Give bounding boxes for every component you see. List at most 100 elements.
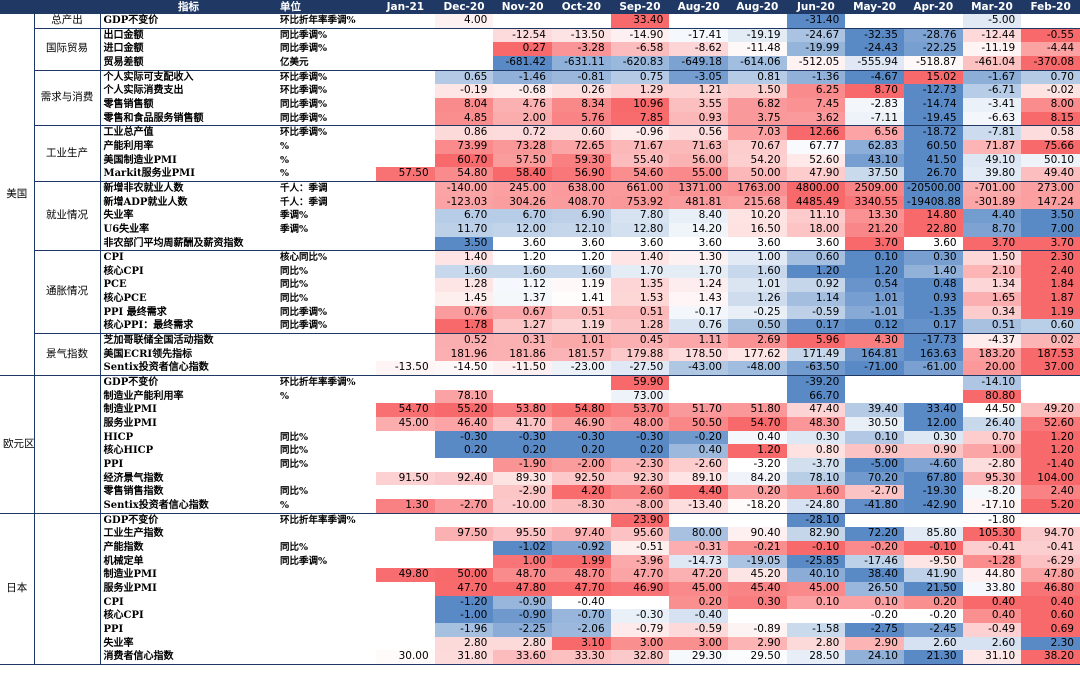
value-cell: -631.11 [551, 55, 611, 71]
value-cell: 24.10 [845, 650, 904, 665]
unit-cell [277, 609, 376, 623]
value-cell: 1.20 [1021, 430, 1080, 445]
value-cell: 0.10 [786, 595, 846, 610]
unit-cell: 季调% [280, 223, 309, 235]
value-cell: -1.58 [786, 622, 846, 637]
value-cell: 0.58 [1021, 125, 1080, 140]
value-cell: 6.70 [493, 209, 552, 223]
value-cell [434, 42, 494, 56]
value-cell: 2.90 [845, 636, 904, 651]
value-cell: -14.74 [903, 97, 963, 112]
unit-cell [277, 348, 376, 362]
value-cell [376, 595, 435, 610]
table-row: 产能利用率% 73.99 73.28 72.65 71.67 71.63 70.67 67.7… [0, 139, 1080, 154]
value-cell [434, 513, 494, 528]
value-cell: -0.40 [669, 609, 728, 623]
value-cell: 51.80 [727, 403, 787, 418]
value-cell [376, 250, 435, 265]
value-cell: -2.90 [493, 485, 552, 499]
value-cell: 0.54 [845, 278, 904, 293]
value-cell: 47.80 [1021, 568, 1080, 582]
value-cell: -12.73 [903, 84, 963, 98]
value-cell: -518.87 [903, 55, 963, 71]
value-cell: -1.02 [493, 540, 552, 555]
value-cell: -8.30 [551, 498, 611, 514]
table-row: 新增ADP就业人数 千人：季调 -123.03 304.26 408.70 753.92 4… [0, 195, 1080, 210]
value-cell: 26.40 [962, 417, 1022, 431]
table-row: 非农部门平均周薪酬及薪资指数 3.50 3.60 3.60 3.60 3.60 3.60 3.… [0, 236, 1080, 252]
value-cell: 3.60 [669, 236, 728, 252]
header-month: Mar-20 [962, 0, 1022, 14]
value-cell: 70.67 [727, 139, 787, 154]
unit-cell: 环比季调% [280, 127, 328, 139]
value-cell: -0.96 [610, 125, 670, 140]
value-cell: 39.80 [962, 167, 1022, 182]
value-cell: 43.10 [845, 153, 904, 168]
value-cell: -43.00 [669, 361, 728, 377]
value-cell: -2.30 [610, 458, 670, 472]
header-month: Feb-20 [1021, 0, 1080, 14]
value-cell: 56.90 [551, 167, 611, 182]
indicator-name: 零售和食品服务销售额 [100, 111, 278, 127]
value-cell: 8.15 [1021, 111, 1080, 127]
value-cell: 0.20 [727, 485, 787, 499]
value-cell: 0.20 [493, 444, 552, 458]
value-cell: 179.88 [610, 347, 670, 362]
value-cell: -9.50 [903, 554, 963, 569]
value-cell: 181.57 [551, 347, 611, 362]
value-cell: -13.50 [551, 28, 611, 43]
value-cell: -2.75 [845, 622, 904, 637]
value-cell: 0.17 [903, 319, 963, 335]
value-cell: -461.04 [962, 55, 1022, 71]
unit-cell [277, 582, 376, 596]
value-cell: 1.12 [493, 278, 552, 293]
value-cell: 0.20 [903, 595, 963, 610]
value-cell: -4.60 [903, 458, 963, 472]
value-cell: 57.50 [376, 167, 435, 182]
value-cell: 181.96 [434, 347, 494, 362]
indicator-name: 进口金额 [103, 43, 144, 55]
value-cell: -71.00 [845, 361, 904, 377]
value-cell: 245.00 [493, 181, 552, 196]
value-cell: 1.50 [962, 250, 1022, 265]
table-row: PPI 同比% -1.90 -2.00 -2.30 -2.60 -3.20 -3.70 -5.0… [0, 458, 1080, 472]
value-cell: 1371.00 [669, 181, 728, 196]
value-cell [376, 84, 435, 98]
value-cell: 31.80 [434, 650, 494, 665]
value-cell: -2.60 [669, 458, 728, 472]
value-cell: -6.29 [1021, 554, 1080, 569]
unit-cell: % [280, 154, 290, 166]
unit-cell: 同比季调% [277, 111, 377, 127]
value-cell: 45.00 [669, 581, 728, 596]
value-cell: 71.87 [962, 139, 1022, 154]
value-cell: -3.96 [610, 554, 670, 569]
value-cell: 3.60 [903, 236, 963, 252]
table-row: 消费者信心指数 30.00 31.80 33.60 33.30 32.80 29.30 29.… [0, 650, 1080, 665]
value-cell [376, 527, 435, 541]
indicator-name: Sentix投资者信心指数 [100, 498, 278, 514]
value-cell: 1.19 [551, 319, 611, 335]
value-cell: 4.40 [962, 209, 1022, 223]
table-row: 美国 总产出 GDP不变价 环比折年率季调% 4.00 33.40 -31.40 -5.00 [0, 14, 1080, 377]
value-cell: 215.68 [727, 195, 787, 210]
value-cell: 48.30 [786, 417, 846, 431]
value-cell: 2.10 [962, 264, 1022, 279]
value-cell [376, 485, 435, 499]
value-cell: -24.67 [786, 28, 846, 43]
value-cell: -2.25 [493, 622, 552, 637]
value-cell: 4.85 [434, 111, 494, 127]
value-cell: -4.67 [845, 70, 904, 85]
value-cell: 60.50 [903, 139, 963, 154]
value-cell [376, 609, 435, 623]
value-cell [1021, 14, 1080, 29]
value-cell: 753.92 [610, 195, 670, 210]
value-cell: -0.10 [903, 540, 963, 555]
table-row: 服务业PMI 45.00 46.40 41.70 46.90 48.00 50.50 54.7… [0, 417, 1080, 431]
value-cell: 54.80 [434, 167, 494, 182]
value-cell: 0.51 [962, 319, 1022, 335]
value-cell: 50.10 [1021, 153, 1080, 168]
value-cell: 37.00 [1021, 361, 1080, 377]
value-cell [376, 347, 435, 362]
value-cell: 80.00 [669, 527, 728, 541]
value-cell [845, 14, 904, 29]
